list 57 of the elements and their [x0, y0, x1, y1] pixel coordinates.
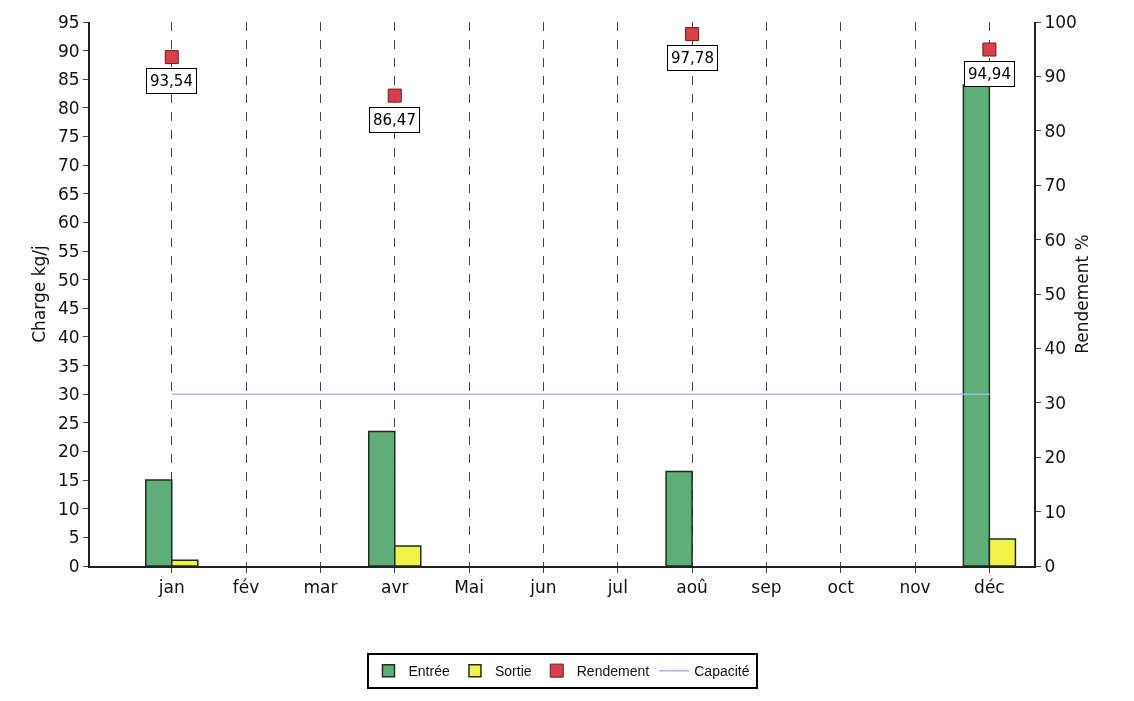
data-label: 94,94	[968, 65, 1011, 83]
y2-tick-label: 80	[1044, 120, 1067, 141]
y-tick-label: 60	[57, 212, 80, 233]
x-tick-label: sep	[751, 577, 782, 598]
y-tick-label: 5	[68, 527, 80, 548]
y-axis-title: Charge kg/j	[29, 245, 49, 343]
y2-tick-label: 90	[1044, 66, 1067, 87]
y2-tick-label: 60	[1044, 229, 1067, 250]
y-tick-label: 40	[57, 326, 80, 347]
y2-tick-label: 30	[1044, 392, 1067, 413]
x-tick-label: jan	[157, 577, 185, 598]
x-tick-label: déc	[974, 577, 1005, 598]
y-tick-label: 70	[57, 155, 80, 176]
legend-label: Capacité	[694, 663, 750, 680]
x-tick-label: nov	[899, 577, 931, 598]
y-tick-label: 30	[57, 384, 80, 405]
point	[387, 88, 402, 103]
legend-label: Sortie	[494, 663, 532, 680]
data-label: 93,54	[150, 72, 193, 90]
y2-tick-label: 0	[1044, 555, 1056, 576]
x-tick-label: jun	[529, 577, 557, 598]
y-tick-label: 35	[57, 355, 80, 376]
y2-tick-label: 40	[1044, 338, 1067, 359]
y-tick-label: 50	[57, 269, 80, 290]
y-tick-label: 25	[57, 412, 80, 433]
y2-tick-label: 10	[1044, 501, 1067, 522]
y-tick-label: 90	[57, 40, 80, 61]
y-tick-label: 20	[57, 441, 80, 462]
x-tick-label: jul	[606, 577, 628, 598]
legend-label: Entrée	[408, 663, 450, 680]
y-tick-label: 80	[57, 97, 80, 118]
y-tick-label: 75	[57, 126, 80, 147]
y-tick-label: 55	[57, 241, 80, 261]
y-tick-label: 95	[57, 11, 80, 32]
y-tick-label: 85	[57, 69, 80, 90]
y2-tick-label: 70	[1044, 175, 1067, 196]
x-tick-label: Mai	[454, 577, 484, 598]
point	[982, 42, 997, 57]
x-tick-label: aoû	[676, 577, 708, 598]
y-tick-label: 65	[57, 183, 80, 204]
y2-tick-label: 50	[1044, 283, 1067, 304]
x-tick-label: avr	[381, 577, 409, 598]
y-tick-label: 10	[57, 498, 80, 519]
x-tick-label: fév	[232, 577, 260, 598]
point	[685, 27, 700, 42]
legend-label: Rendement	[576, 663, 650, 680]
data-label: 86,47	[373, 111, 416, 129]
x-tick-label: oct	[827, 577, 855, 598]
x-tick-label: mar	[303, 577, 338, 598]
y-tick-label: 15	[57, 470, 80, 491]
y-tick-label: 0	[68, 555, 80, 576]
y2-tick-label: 20	[1044, 447, 1067, 468]
point	[164, 50, 179, 65]
y2-tick-label: 100	[1044, 11, 1077, 32]
y-tick-label: 45	[57, 298, 80, 319]
data-label: 97,78	[671, 49, 714, 67]
y2-axis-title: Rendement %	[1071, 234, 1092, 354]
